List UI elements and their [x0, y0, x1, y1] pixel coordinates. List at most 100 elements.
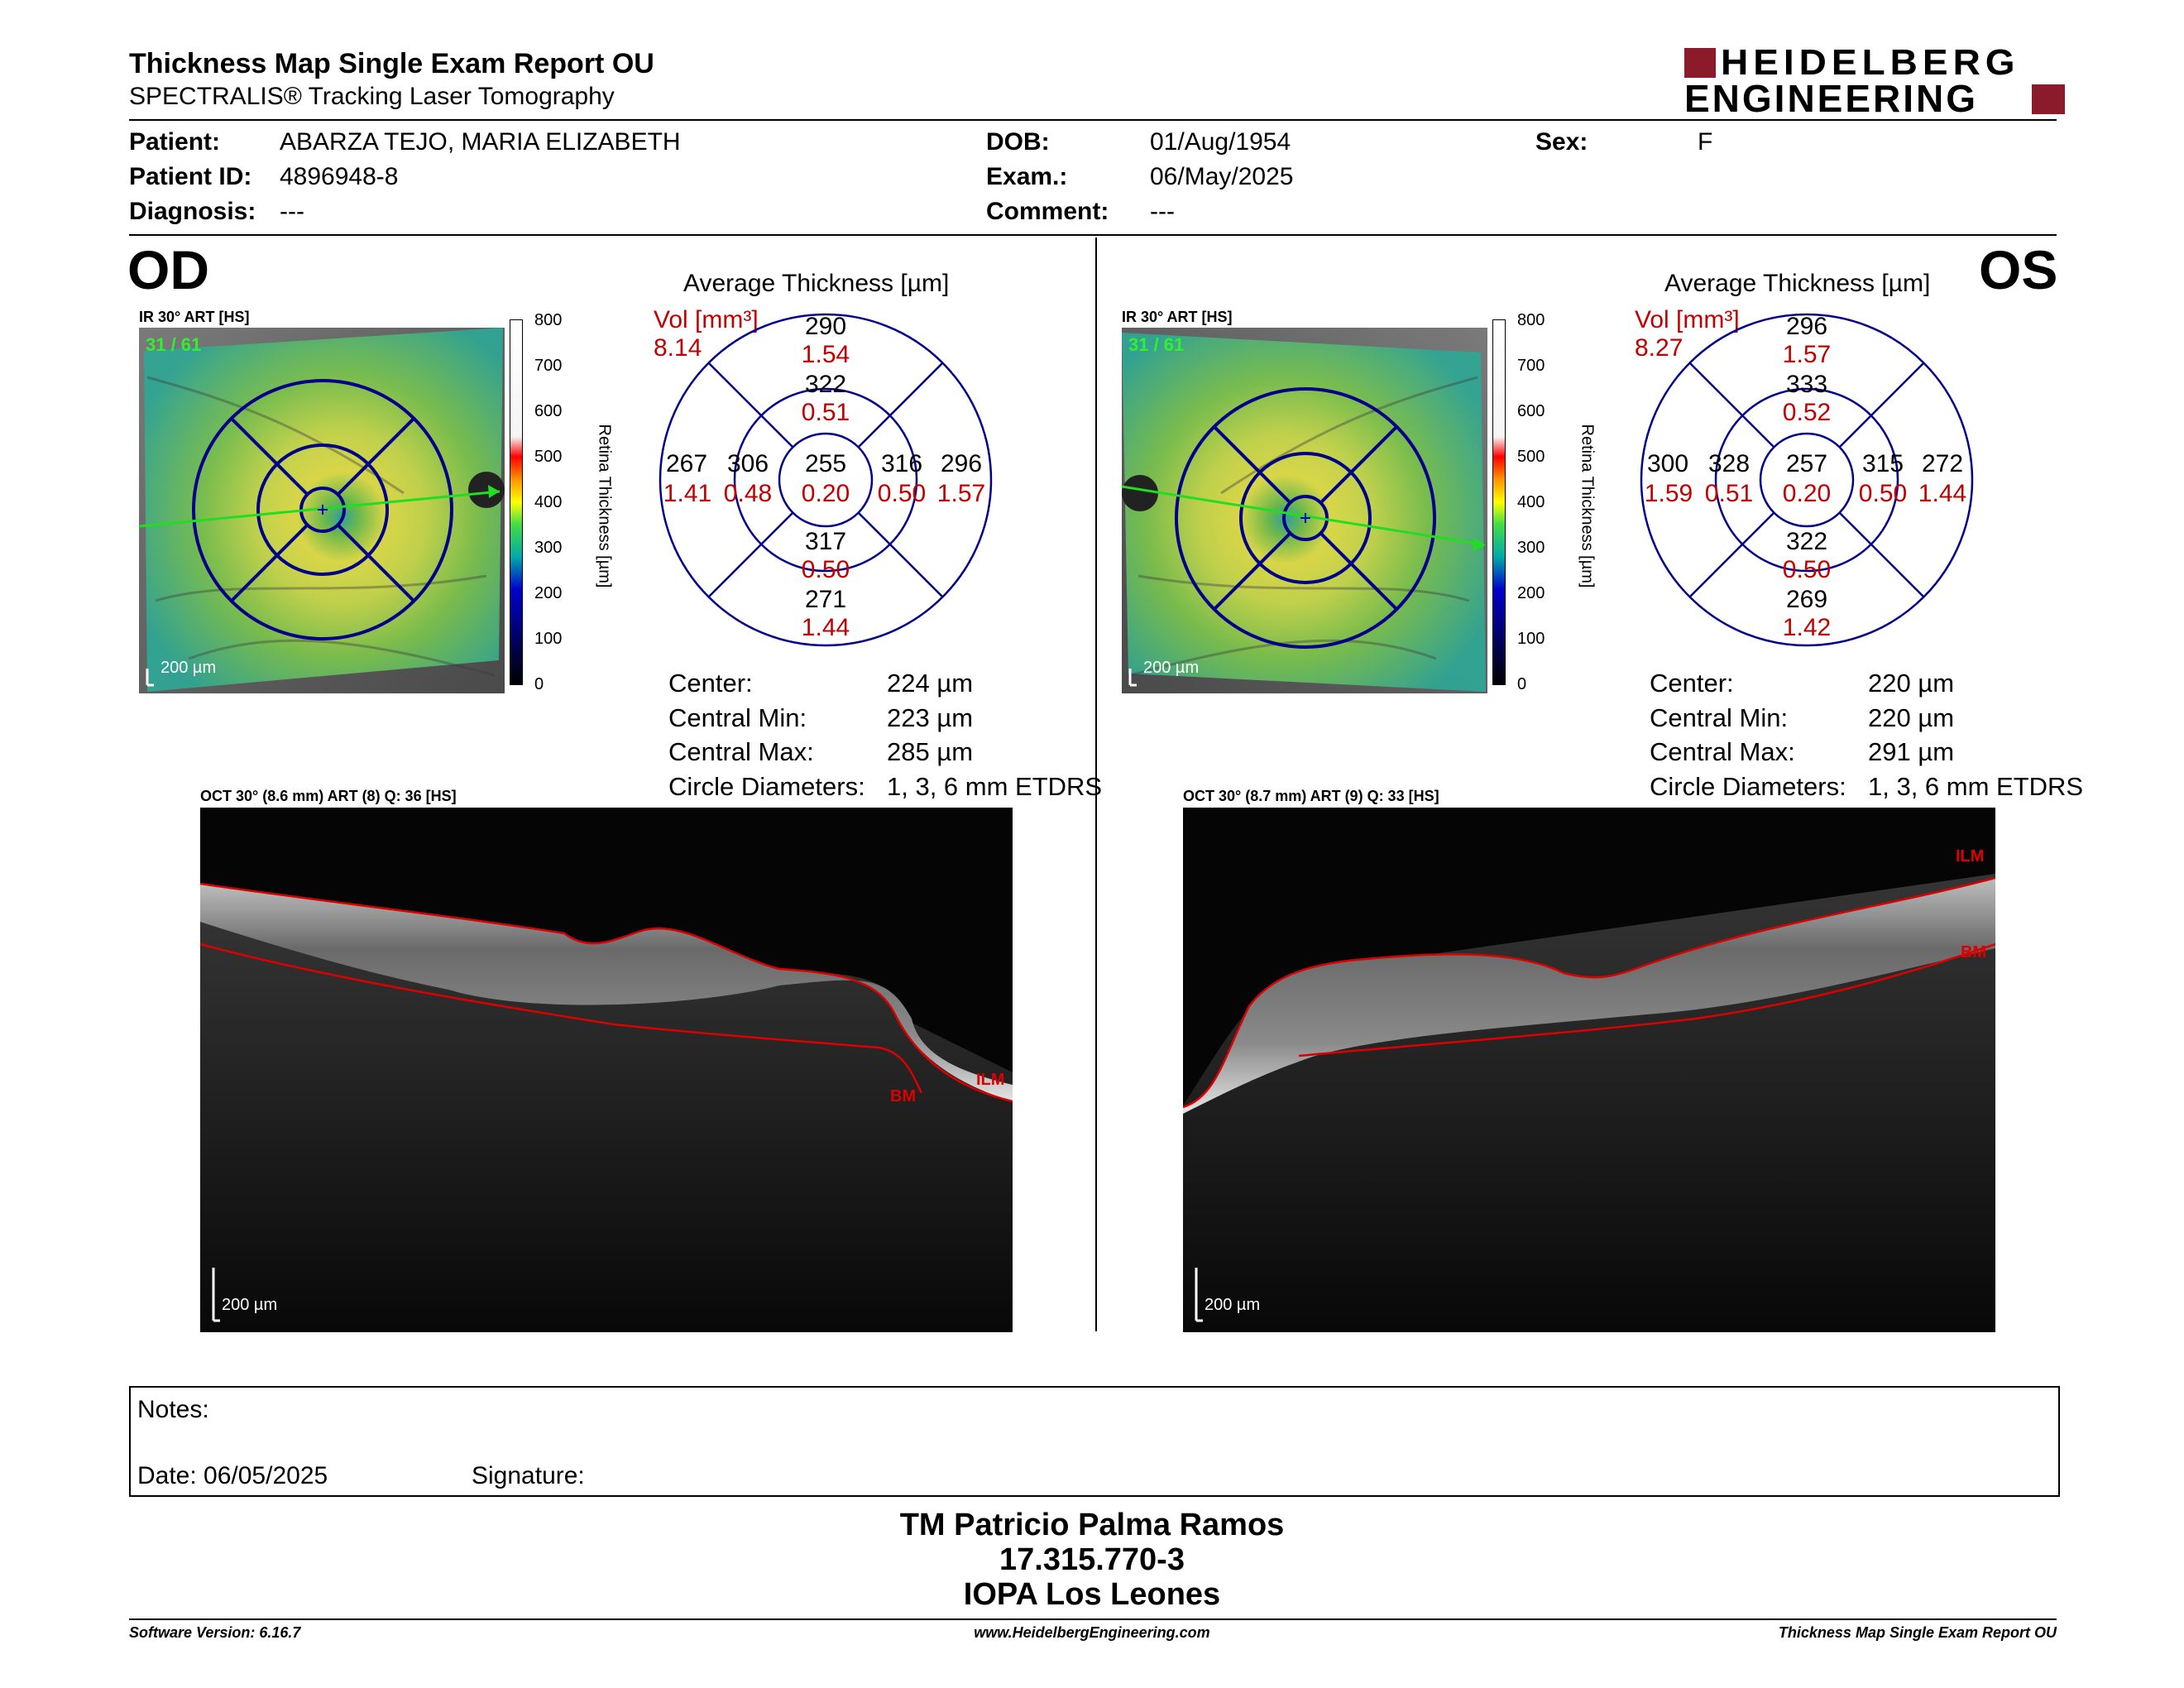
os-diam-label: Circle Diameters:: [1650, 772, 1846, 801]
od-inner-sup: 322: [804, 371, 847, 398]
os-etdrs-lines: [1640, 313, 1974, 647]
od-center-label: Center:: [668, 669, 753, 698]
os-center-value: 220 µm: [1868, 669, 1955, 698]
od-vol-label: Vol [mm³]: [654, 306, 759, 333]
os-inner-left-vol: 0.51: [1704, 480, 1754, 507]
od-inner-right: 316: [880, 450, 923, 477]
colorbar-tick: 200: [534, 584, 563, 602]
colorbar-tick: 300: [1517, 539, 1545, 557]
sex-label: Sex:: [1535, 128, 1588, 156]
od-center: 255: [804, 450, 847, 477]
colorbar-tick: 100: [534, 630, 563, 648]
patient-id-label: Patient ID:: [129, 163, 252, 190]
colorbar-tick: 800: [1517, 311, 1545, 329]
od-oct-scan: [200, 882, 1013, 1332]
os-frames-count: 31 / 61: [1128, 334, 1185, 355]
software-version: Software Version: 6.16.7: [129, 1624, 301, 1641]
os-oct-scale: 200 µm: [1205, 1296, 1261, 1314]
os-outer-sup-vol: 1.57: [1782, 341, 1832, 368]
footer-divider: [129, 1618, 2057, 1620]
os-inner-left: 328: [1707, 450, 1751, 477]
od-max-label: Central Max:: [668, 737, 814, 766]
od-oct-bm-label: BM: [890, 1087, 917, 1105]
diagnosis-value: ---: [280, 198, 304, 225]
os-avg-title: Average Thickness [µm]: [1664, 270, 1931, 297]
signature-label: Signature:: [472, 1462, 585, 1489]
comment-value: ---: [1150, 198, 1175, 225]
colorbar-tick: 700: [1517, 357, 1545, 375]
od-oct-scale: 200 µm: [222, 1296, 278, 1314]
colorbar-tick: 0: [534, 675, 544, 693]
os-inner-sup: 333: [1785, 371, 1828, 398]
od-thickness-map: [139, 328, 505, 692]
os-min-label: Central Min:: [1650, 703, 1789, 732]
brand-square-bottom: [2032, 84, 2065, 114]
os-inner-sup-vol: 0.52: [1782, 399, 1832, 426]
os-outer-right: 272: [1921, 450, 1964, 477]
report-title: Thickness Map Single Exam Report OU: [129, 48, 654, 79]
os-oct-label: OCT 30° (8.7 mm) ART (9) Q: 33 [HS]: [1183, 788, 1439, 804]
os-outer-inf-vol: 1.42: [1782, 614, 1832, 641]
od-inner-left: 306: [726, 450, 769, 477]
od-outer-sup: 290: [804, 313, 847, 340]
notes-label: Notes:: [137, 1396, 209, 1423]
od-oct-image: ILM BM 200 µm: [200, 808, 1013, 1332]
footer-report-name: Thickness Map Single Exam Report OU: [1778, 1624, 2057, 1641]
os-max-value: 291 µm: [1868, 737, 1955, 766]
dob-value: 01/Aug/1954: [1150, 128, 1291, 156]
colorbar-tick: 400: [1517, 493, 1545, 511]
brand-square-top: [1684, 48, 1716, 78]
od-eye-label: OD: [127, 239, 209, 300]
notes-box: Notes: Date: 06/05/2025 Signature:: [129, 1386, 2060, 1497]
exam-value: 06/May/2025: [1150, 163, 1294, 190]
comment-label: Comment:: [986, 198, 1109, 225]
patient-label: Patient:: [129, 128, 221, 156]
brand-name-line1: HEIDELBERG: [1721, 41, 2020, 83]
os-outer-left: 300: [1646, 450, 1689, 477]
colorbar-tick: 600: [1517, 402, 1545, 420]
od-ir-label: IR 30° ART [HS]: [139, 309, 250, 325]
colorbar-tick: 700: [534, 357, 563, 375]
od-avg-title: Average Thickness [µm]: [683, 270, 950, 297]
sex-value: F: [1698, 128, 1713, 156]
brand-name-line2: ENGINEERING: [1684, 77, 1979, 120]
os-oct-bm-label: BM: [1961, 943, 1987, 961]
os-inner-inf-vol: 0.50: [1782, 556, 1832, 583]
os-etdrs-grid: 296 1.57 333 0.52 300 1.59 328 0.51 257 …: [1640, 313, 1974, 647]
signer-rut: 17.315.770-3: [999, 1542, 1185, 1577]
exam-label: Exam.:: [986, 163, 1068, 190]
patient-value: ABARZA TEJO, MARIA ELIZABETH: [280, 128, 681, 156]
os-ir-label: IR 30° ART [HS]: [1122, 309, 1233, 325]
od-min-value: 223 µm: [887, 703, 974, 732]
od-inner-left-vol: 0.48: [723, 480, 773, 507]
patient-divider: [129, 234, 2057, 236]
signer-name: TM Patricio Palma Ramos: [899, 1508, 1285, 1542]
os-vol-label: Vol [mm³]: [1635, 306, 1740, 333]
website: www.HeidelbergEngineering.com: [974, 1624, 1210, 1641]
os-outer-left-vol: 1.59: [1644, 480, 1693, 507]
colorbar-tick: 100: [1517, 630, 1545, 648]
od-colorbar-label: Retina Thickness [µm]: [595, 424, 614, 588]
os-fundus-image: 31 / 61 200 µm: [1122, 328, 1487, 693]
os-max-label: Central Max:: [1650, 737, 1795, 766]
eye-divider: [1095, 237, 1097, 1331]
os-oct-scan: [1183, 874, 1995, 1332]
os-colorbar-label: Retina Thickness [µm]: [1578, 424, 1597, 588]
od-colorbar: [510, 319, 523, 685]
od-inner-sup-vol: 0.51: [801, 399, 850, 426]
od-etdrs-grid: 290 1.54 322 0.51 267 1.41 306 0.48 255 …: [659, 313, 993, 647]
os-oct-ilm-label: ILM: [1956, 847, 1985, 866]
dob-label: DOB:: [986, 128, 1050, 156]
report-subtitle: SPECTRALIS® Tracking Laser Tomography: [129, 83, 615, 110]
od-outer-right-vol: 1.57: [936, 480, 986, 507]
od-inner-right-vol: 0.50: [877, 480, 927, 507]
od-oct-label: OCT 30° (8.6 mm) ART (8) Q: 36 [HS]: [200, 788, 457, 804]
od-outer-left: 267: [665, 450, 708, 477]
os-eye-label: OS: [1979, 239, 2058, 300]
os-center-vol: 0.20: [1782, 480, 1832, 507]
od-oct-ilm-label: ILM: [976, 1071, 1005, 1089]
colorbar-tick: 300: [534, 539, 563, 557]
od-fundus-image: 31 / 61 200 µm: [139, 328, 505, 693]
os-inner-right: 315: [1861, 450, 1904, 477]
diagnosis-label: Diagnosis:: [129, 198, 256, 225]
